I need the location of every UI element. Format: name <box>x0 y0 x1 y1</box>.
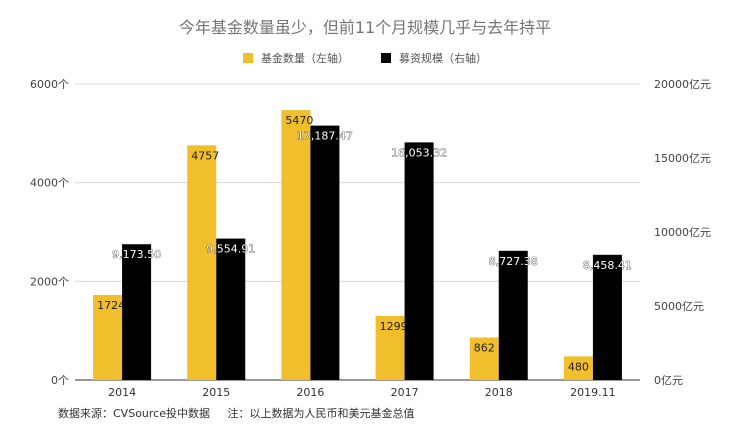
x-tick-label: 2017 <box>391 386 419 399</box>
legend-item-fund-count: 基金数量（左轴） <box>243 50 349 66</box>
x-tick-label: 2016 <box>296 386 324 399</box>
bar-fund-count <box>563 356 593 380</box>
legend-item-fund-size: 募资规模（右轴） <box>381 50 487 66</box>
chart-legend: 基金数量（左轴） 募资规模（右轴） <box>0 50 730 66</box>
data-label-fund-size: 8,727.38 <box>489 255 538 268</box>
bar-fund-size <box>498 250 528 380</box>
y-left-tick-label: 4000个 <box>30 177 69 190</box>
data-label-fund-count: 862 <box>474 341 495 354</box>
footnote-note: 注：以上数据为人民币和美元基金总值 <box>227 407 415 420</box>
x-tick-label: 2015 <box>202 386 230 399</box>
legend-swatch-fund-size <box>381 53 391 63</box>
data-label-fund-size: 17,187.47 <box>297 130 353 143</box>
y-right-tick-label: 20000亿元 <box>654 78 711 91</box>
bar-fund-size <box>404 142 434 380</box>
y-left-tick-label: 2000个 <box>30 275 69 288</box>
data-label-fund-size: 9,554.91 <box>206 243 255 256</box>
y-left-tick-label: 6000个 <box>30 78 69 91</box>
data-label-fund-size: 16,053.32 <box>391 146 447 159</box>
bar-fund-size <box>592 254 622 380</box>
data-label-fund-count: 1724 <box>97 299 125 312</box>
y-left-tick-label: 0个 <box>51 374 69 387</box>
footnote-source: 数据来源：CVSource投中数据 <box>58 407 210 420</box>
legend-swatch-fund-count <box>243 53 253 63</box>
data-label-fund-count: 480 <box>568 360 589 373</box>
data-label-fund-size: 8,458.41 <box>583 259 632 272</box>
data-label-fund-count: 4757 <box>191 149 219 162</box>
legend-label-fund-count: 基金数量（左轴） <box>261 52 349 65</box>
y-right-tick-label: 5000亿元 <box>654 300 704 313</box>
y-right-tick-label: 15000亿元 <box>654 152 711 165</box>
bar-fund-size <box>122 244 152 380</box>
bar-fund-count <box>93 294 123 380</box>
x-tick-label: 2014 <box>108 386 136 399</box>
bar-fund-count <box>281 110 311 380</box>
bar-fund-count <box>375 315 405 380</box>
bar-fund-size <box>216 238 246 380</box>
y-right-tick-label: 0亿元 <box>654 374 683 387</box>
x-tick-label: 2019.11 <box>570 386 616 399</box>
chart-footnote: 数据来源：CVSource投中数据 注：以上数据为人民币和美元基金总值 <box>58 405 415 421</box>
y-right-tick-label: 10000亿元 <box>654 226 711 239</box>
x-tick-label: 2018 <box>485 386 513 399</box>
bar-fund-size <box>310 125 340 380</box>
data-label-fund-count: 1299 <box>380 320 408 333</box>
bar-fund-count <box>469 337 499 380</box>
legend-label-fund-size: 募资规模（右轴） <box>399 52 487 65</box>
bar-fund-count <box>187 145 217 380</box>
data-label-fund-size: 9,173.50 <box>112 248 161 261</box>
data-label-fund-count: 5470 <box>285 114 313 127</box>
chart-title: 今年基金数量虽少，但前11个月规模几乎与去年持平 <box>178 18 552 37</box>
